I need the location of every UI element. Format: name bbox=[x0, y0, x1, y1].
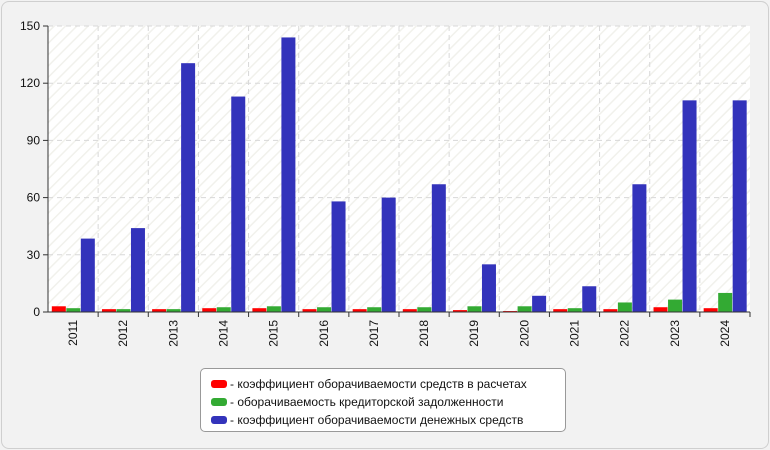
x-tick-label: 2023 bbox=[668, 320, 682, 347]
bar bbox=[553, 309, 568, 312]
x-tick-label: 2019 bbox=[467, 320, 481, 347]
bar bbox=[682, 100, 697, 312]
y-tick-label: 120 bbox=[20, 76, 40, 90]
x-tick-label: 2015 bbox=[267, 320, 281, 347]
legend-item: - коэффициент оборачиваемости денежных с… bbox=[211, 411, 555, 429]
x-tick-label: 2011 bbox=[66, 320, 80, 346]
legend-label: - оборачиваемость кредиторской задолженн… bbox=[230, 395, 504, 409]
y-tick-label: 90 bbox=[27, 133, 41, 147]
legend-label: - коэффициент оборачиваемости денежных с… bbox=[230, 413, 524, 427]
bar bbox=[567, 308, 582, 312]
bar bbox=[617, 302, 632, 312]
bar bbox=[582, 286, 597, 312]
axes bbox=[43, 25, 751, 317]
bar bbox=[166, 309, 181, 312]
bar bbox=[331, 201, 346, 312]
bar bbox=[152, 309, 167, 312]
bar bbox=[130, 228, 145, 312]
tick-labels: 0 30 60 90 120 150 2011 2012 2013 2014 2015 2016 201… bbox=[20, 19, 732, 347]
y-tick-label: 60 bbox=[27, 191, 41, 205]
y-tick-label: 0 bbox=[33, 305, 40, 319]
legend-item: - коэффициент оборачиваемости средств в … bbox=[211, 375, 555, 393]
legend-label: - коэффициент оборачиваемости средств в … bbox=[230, 377, 527, 391]
bar bbox=[703, 308, 718, 312]
x-tick-label: 2021 bbox=[568, 320, 582, 347]
legend-item: - оборачиваемость кредиторской задолженн… bbox=[211, 393, 555, 411]
legend: - коэффициент оборачиваемости средств в … bbox=[200, 368, 566, 432]
bar bbox=[532, 295, 547, 312]
bar bbox=[352, 309, 367, 312]
x-tick-label: 2014 bbox=[217, 320, 231, 347]
bar bbox=[367, 307, 382, 312]
x-tick-label: 2020 bbox=[517, 320, 531, 347]
bar bbox=[517, 306, 532, 312]
y-tick-label: 30 bbox=[27, 248, 41, 262]
legend-swatch-blue bbox=[211, 416, 227, 424]
bar bbox=[302, 309, 317, 312]
bar bbox=[216, 307, 231, 312]
y-tick-label: 150 bbox=[20, 19, 40, 33]
x-tick-label: 2018 bbox=[417, 320, 431, 347]
bar bbox=[718, 292, 733, 312]
bar bbox=[402, 309, 417, 312]
bar bbox=[668, 299, 683, 312]
bar bbox=[481, 264, 496, 312]
bar bbox=[467, 306, 482, 312]
x-tick-label: 2022 bbox=[618, 320, 632, 347]
bar bbox=[417, 307, 432, 312]
bar bbox=[252, 308, 267, 312]
x-tick-label: 2013 bbox=[166, 320, 180, 347]
x-tick-label: 2012 bbox=[116, 320, 130, 347]
bar bbox=[202, 308, 217, 312]
bar bbox=[231, 96, 246, 313]
bar bbox=[381, 197, 396, 312]
bar bbox=[66, 308, 81, 312]
bars bbox=[51, 37, 747, 313]
bar bbox=[281, 37, 296, 312]
legend-swatch-red bbox=[211, 380, 227, 388]
bar bbox=[732, 100, 747, 312]
x-tick-label: 2024 bbox=[718, 320, 732, 347]
bar bbox=[632, 184, 647, 312]
bar bbox=[181, 63, 196, 313]
bar bbox=[116, 309, 131, 312]
bar bbox=[317, 307, 332, 312]
x-tick-label: 2016 bbox=[317, 320, 331, 347]
bar bbox=[80, 238, 95, 312]
bar bbox=[431, 184, 446, 312]
x-tick-label: 2017 bbox=[367, 320, 381, 347]
bar bbox=[603, 309, 618, 312]
bar bbox=[51, 306, 66, 312]
bar bbox=[101, 309, 116, 312]
grid-lines bbox=[48, 25, 750, 312]
bar bbox=[653, 307, 668, 312]
bar bbox=[452, 310, 467, 312]
bar bbox=[266, 306, 281, 312]
legend-swatch-green bbox=[211, 398, 227, 406]
